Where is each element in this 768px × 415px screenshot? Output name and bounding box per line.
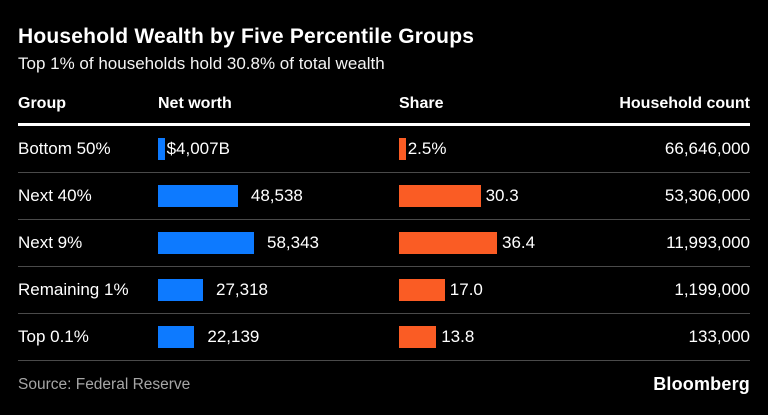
group-label: Top 0.1%: [18, 327, 89, 347]
net-worth-bar: [158, 138, 165, 161]
net-worth-bar: [158, 185, 238, 208]
share-value: 17.0: [449, 280, 483, 300]
household-count: 133,000: [688, 327, 750, 347]
share-value: 36.4: [502, 233, 536, 253]
chart-footer: Source: Federal Reserve Bloomberg: [18, 361, 750, 395]
group-label: Remaining 1%: [18, 280, 129, 300]
column-header-household-count: Household count: [619, 95, 750, 113]
net-worth-value: 48,538: [250, 186, 303, 206]
group-label: Next 9%: [18, 233, 83, 253]
group-label: Next 40%: [18, 186, 92, 206]
share-bar: [399, 138, 406, 161]
net-worth-bar: [158, 279, 203, 302]
share-value: 13.8: [441, 327, 475, 347]
bloomberg-logo: Bloomberg: [653, 374, 750, 395]
household-count: 1,199,000: [674, 280, 750, 300]
column-header-group: Group: [18, 95, 66, 113]
household-count: 11,993,000: [666, 233, 750, 253]
table-body: Bottom 50% $4,007B 2.5% 66,646,000 Next …: [18, 126, 750, 362]
net-worth-value: 58,343: [267, 233, 319, 253]
net-worth-bar: [158, 326, 195, 349]
net-worth-value: 22,139: [207, 327, 260, 347]
column-header-net-worth: Net worth: [158, 95, 232, 113]
share-bar: [399, 279, 445, 302]
chart-subtitle: Top 1% of households hold 30.8% of total…: [18, 54, 385, 74]
chart-container: Household Wealth by Five Percentile Grou…: [18, 25, 750, 395]
table-row: Next 40% 48,538 30.3 53,306,000: [18, 173, 750, 221]
net-worth-value: $4,007B: [166, 139, 230, 159]
net-worth-value: 27,318: [216, 280, 268, 300]
column-header-share: Share: [399, 95, 444, 113]
share-bar: [399, 326, 437, 349]
table-header: Group Net worth Share Household count: [18, 95, 750, 127]
household-count: 53,306,000: [664, 186, 750, 206]
share-bar: [399, 185, 481, 208]
source-note: Source: Federal Reserve: [18, 375, 191, 393]
household-count: 66,646,000: [664, 139, 750, 159]
share-bar: [399, 232, 497, 255]
table-row: Bottom 50% $4,007B 2.5% 66,646,000: [18, 126, 750, 174]
group-label: Bottom 50%: [18, 139, 111, 159]
table-row: Remaining 1% 27,318 17.0 1,199,000: [18, 267, 750, 315]
table-row: Top 0.1% 22,139 13.8 133,000: [18, 314, 750, 362]
share-value: 30.3: [485, 186, 519, 206]
chart-title: Household Wealth by Five Percentile Grou…: [18, 25, 475, 48]
table-row: Next 9% 58,343 36.4 11,993,000: [18, 220, 750, 268]
share-value: 2.5%: [407, 139, 447, 159]
net-worth-bar: [158, 232, 254, 255]
